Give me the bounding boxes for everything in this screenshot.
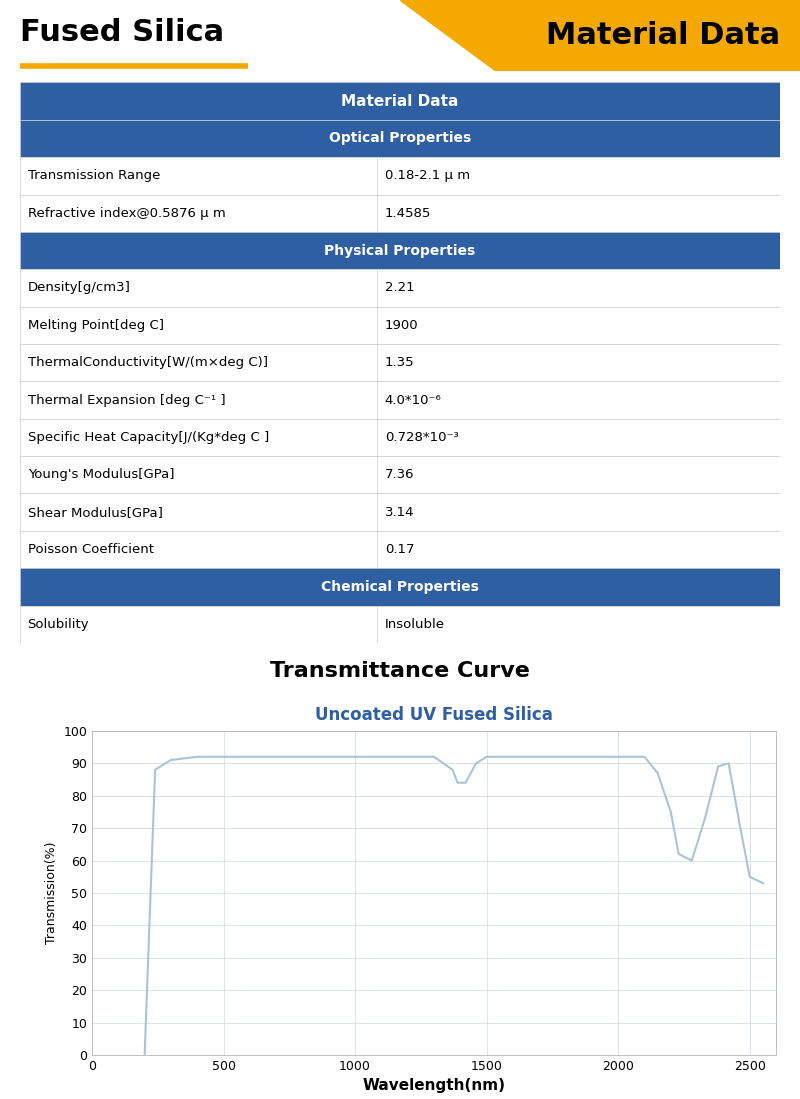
Text: 1900: 1900 [385, 319, 418, 332]
Text: ThermalConductivity[W/(m×deg C)]: ThermalConductivity[W/(m×deg C)] [27, 356, 267, 369]
Text: Poisson Coefficient: Poisson Coefficient [27, 543, 154, 556]
Bar [20, 82, 780, 120]
Text: Transmission Range: Transmission Range [27, 169, 160, 182]
Bar [20, 419, 780, 456]
Bar [20, 120, 780, 157]
Bar [20, 493, 780, 531]
Text: Optical Properties: Optical Properties [329, 132, 471, 145]
Text: Fused Silica: Fused Silica [20, 18, 224, 46]
Text: Material Data: Material Data [342, 93, 458, 109]
Bar [20, 456, 780, 493]
Text: Chemical Properties: Chemical Properties [321, 580, 479, 593]
Bar [20, 381, 780, 419]
Bar [20, 606, 780, 643]
Text: Refractive index@0.5876 μ m: Refractive index@0.5876 μ m [27, 207, 226, 220]
Text: Material Data: Material Data [546, 21, 780, 51]
Title: Uncoated UV Fused Silica: Uncoated UV Fused Silica [315, 706, 553, 724]
Text: 0.17: 0.17 [385, 543, 414, 556]
Bar [20, 344, 780, 381]
Text: Specific Heat Capacity[J/(Kg*deg C ]: Specific Heat Capacity[J/(Kg*deg C ] [27, 431, 269, 444]
Text: Insoluble: Insoluble [385, 618, 445, 631]
Text: Physical Properties: Physical Properties [324, 244, 476, 257]
Text: 1.35: 1.35 [385, 356, 414, 369]
Text: 0.728*10⁻³: 0.728*10⁻³ [385, 431, 458, 444]
Polygon shape [400, 0, 800, 71]
Bar [20, 307, 780, 344]
Bar [20, 195, 780, 232]
X-axis label: Wavelength(nm): Wavelength(nm) [362, 1078, 506, 1094]
Y-axis label: Transmission(%): Transmission(%) [45, 842, 58, 944]
Text: Thermal Expansion [deg C⁻¹ ]: Thermal Expansion [deg C⁻¹ ] [27, 393, 226, 407]
Text: 3.14: 3.14 [385, 506, 414, 519]
Bar [20, 568, 780, 606]
Text: 4.0*10⁻⁶: 4.0*10⁻⁶ [385, 393, 442, 407]
Text: Density[g/cm3]: Density[g/cm3] [27, 281, 130, 295]
Text: 2.21: 2.21 [385, 281, 414, 295]
Text: Shear Modulus[GPa]: Shear Modulus[GPa] [27, 506, 162, 519]
Text: 7.36: 7.36 [385, 468, 414, 481]
Text: Melting Point[deg C]: Melting Point[deg C] [27, 319, 163, 332]
Bar [20, 269, 780, 307]
Text: Solubility: Solubility [27, 618, 90, 631]
Bar [20, 531, 780, 568]
Text: Transmittance Curve: Transmittance Curve [270, 662, 530, 681]
Text: 0.18-2.1 μ m: 0.18-2.1 μ m [385, 169, 470, 182]
Text: 1.4585: 1.4585 [385, 207, 431, 220]
Bar [20, 157, 780, 195]
Text: Young's Modulus[GPa]: Young's Modulus[GPa] [27, 468, 174, 481]
Bar [20, 232, 780, 269]
